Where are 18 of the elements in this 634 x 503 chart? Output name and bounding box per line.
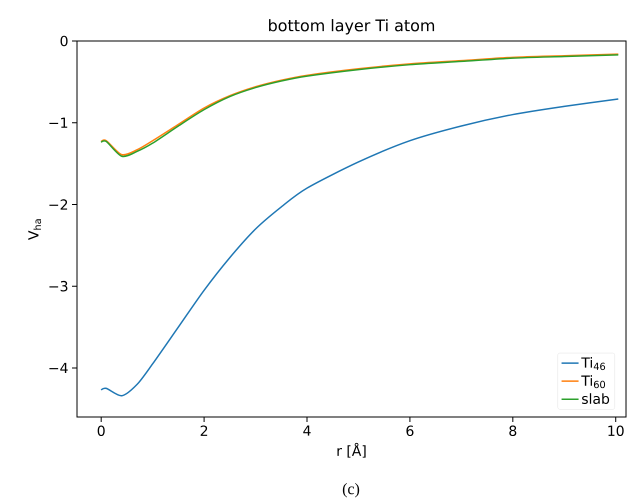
legend-label: Ti$_{60}$	[581, 375, 606, 388]
x-tick-label: 8	[509, 426, 516, 436]
y-tick-label: 0	[60, 36, 68, 46]
x-tick-label: 10	[608, 426, 624, 436]
text: (c)	[342, 483, 360, 498]
x-tick-label: 2	[200, 426, 208, 436]
x-axis-title: r [Å]	[337, 442, 366, 458]
x-tick-label: 0	[98, 426, 105, 436]
legend-label: Ti$_{46}$	[581, 357, 606, 370]
y-tick-label: −4	[49, 362, 68, 374]
y-axis-title: V$_{ha}$	[28, 219, 42, 240]
legend-label: slab	[582, 393, 610, 404]
y-tick-label: −1	[49, 118, 68, 128]
chart-title: bottom layer Ti atom	[269, 19, 434, 34]
x-tick-label: 4	[303, 426, 311, 436]
x-tick-label: 6	[406, 426, 414, 436]
y-tick-label: −2	[49, 199, 68, 210]
y-tick-label: −3	[49, 280, 68, 292]
